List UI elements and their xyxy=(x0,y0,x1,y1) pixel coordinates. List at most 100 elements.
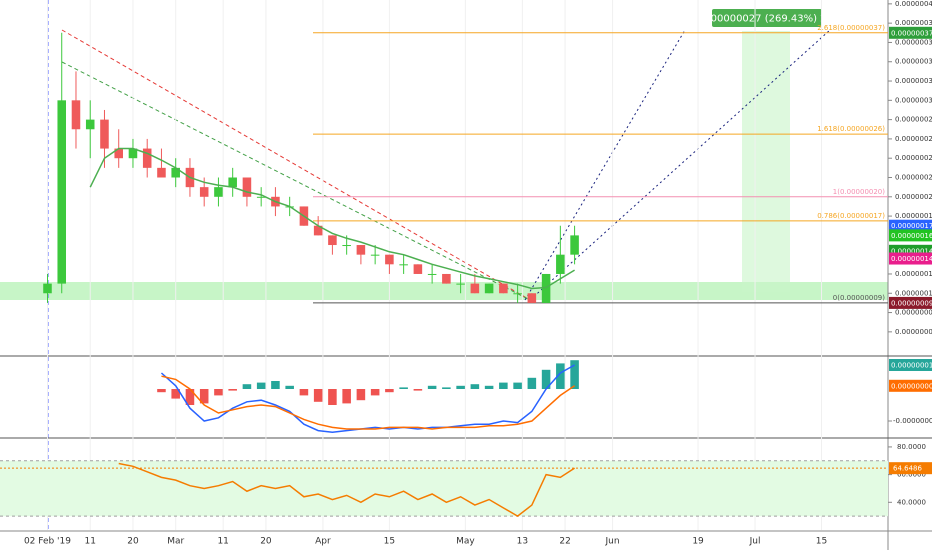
fib-label: 0(0.00000009) xyxy=(833,294,885,302)
projection-line xyxy=(529,29,831,301)
y-tick-label: 0.00000034 xyxy=(895,58,932,66)
price-tag xyxy=(889,296,932,309)
candle-body xyxy=(427,273,437,275)
fib-label: 2.618(0.00000037) xyxy=(817,24,885,32)
y-tick-label: 0.00000020 xyxy=(895,193,932,201)
x-tick-label: 20 xyxy=(260,537,272,547)
candle-body xyxy=(228,177,237,188)
macd-bar xyxy=(185,389,195,405)
x-tick-label: Apr xyxy=(315,537,331,547)
y-tick-label: 0.00000018 xyxy=(895,212,932,220)
x-tick-label: 13 xyxy=(517,537,528,547)
candle-body xyxy=(356,245,366,255)
macd-bar xyxy=(385,389,394,393)
candle-body xyxy=(370,254,380,256)
macd-bar xyxy=(456,385,465,389)
y-tick-label: -0.00000001 xyxy=(893,417,932,425)
price-tag-label: 0.00000016 xyxy=(891,232,932,240)
price-tag-label: 0.00000001 xyxy=(891,362,932,370)
macd-bar xyxy=(427,385,437,389)
candle-body xyxy=(85,119,95,130)
y-tick-label: 0.00000032 xyxy=(895,77,932,85)
x-tick-label: 02 Feb '19 xyxy=(24,537,71,547)
projection-box xyxy=(742,31,790,292)
y-tick-label: 0.00000012 xyxy=(895,270,932,278)
fib-label: 1(0.00000020) xyxy=(833,188,885,196)
price-tag xyxy=(889,26,932,39)
macd-bar xyxy=(328,389,337,405)
macd-bar xyxy=(242,384,252,389)
candle-body xyxy=(541,273,551,303)
candle-body xyxy=(128,148,138,159)
candle-body xyxy=(256,196,266,198)
candle-body xyxy=(385,254,394,265)
x-tick-label: 22 xyxy=(559,537,570,547)
macd-bar xyxy=(157,389,166,393)
x-tick-label: May xyxy=(456,537,475,547)
macd-bar xyxy=(313,389,323,402)
price-tag xyxy=(889,379,932,392)
candle-body xyxy=(142,148,152,168)
macd-bar xyxy=(470,384,480,389)
macd-bar xyxy=(271,381,280,389)
price-tag-label: 0.00000014 xyxy=(891,255,932,263)
candle-body xyxy=(114,148,123,159)
candle-body xyxy=(442,273,451,284)
candle-body xyxy=(57,100,67,284)
trend-line-red xyxy=(61,29,531,301)
signal-line xyxy=(161,375,576,430)
candle-body xyxy=(157,167,166,178)
candle-body xyxy=(328,235,337,246)
annotation-box xyxy=(712,9,822,27)
macd-bar xyxy=(228,389,237,391)
trend-line-green xyxy=(61,61,531,301)
price-tag-label: 0.00000017 xyxy=(891,222,932,230)
candle-body xyxy=(214,187,223,197)
y-tick-label: 0.00000036 xyxy=(895,38,932,46)
rsi-tag-label: 64.6486 xyxy=(893,465,922,473)
candle-body xyxy=(556,254,565,274)
macd-bar xyxy=(442,387,451,389)
candle-body xyxy=(313,225,323,236)
price-tag xyxy=(889,229,932,242)
y-tick-label: 0.00000024 xyxy=(895,154,932,162)
candle-body xyxy=(484,283,494,294)
y-tick-label: 0.00000026 xyxy=(895,135,932,143)
macd-bar xyxy=(499,382,508,389)
x-tick-label: 19 xyxy=(692,537,704,547)
candle-body xyxy=(499,283,508,294)
rsi-line xyxy=(118,462,575,518)
candle-body xyxy=(242,177,252,197)
macd-bar xyxy=(171,389,180,399)
macd-bar xyxy=(285,385,294,389)
price-tag xyxy=(889,219,932,232)
candle-body xyxy=(100,119,109,149)
support-zone xyxy=(0,282,888,300)
ema-line xyxy=(89,147,575,290)
macd-bar xyxy=(399,387,408,389)
macd-bar xyxy=(342,389,351,404)
macd-bar xyxy=(527,377,537,389)
candle-body xyxy=(513,293,522,295)
macd-bar xyxy=(299,389,309,396)
x-tick-label: 11 xyxy=(217,537,228,547)
price-tag-label: 0.00000037 xyxy=(891,29,932,37)
x-tick-label: 11 xyxy=(84,537,95,547)
candle-body xyxy=(413,264,423,274)
macd-bar xyxy=(214,389,223,396)
candle-body xyxy=(171,167,180,178)
x-tick-label: Jun xyxy=(605,537,620,547)
price-tag xyxy=(889,252,932,265)
x-tick-label: 15 xyxy=(384,537,395,547)
candle-body xyxy=(71,100,81,130)
y-tick-label: 60.0000 xyxy=(897,471,926,479)
macd-bar xyxy=(556,363,565,389)
candle-body xyxy=(399,264,408,266)
price-tag-label: 0.00000009 xyxy=(891,299,932,307)
price-tag xyxy=(889,359,932,371)
candle-body xyxy=(342,245,351,247)
